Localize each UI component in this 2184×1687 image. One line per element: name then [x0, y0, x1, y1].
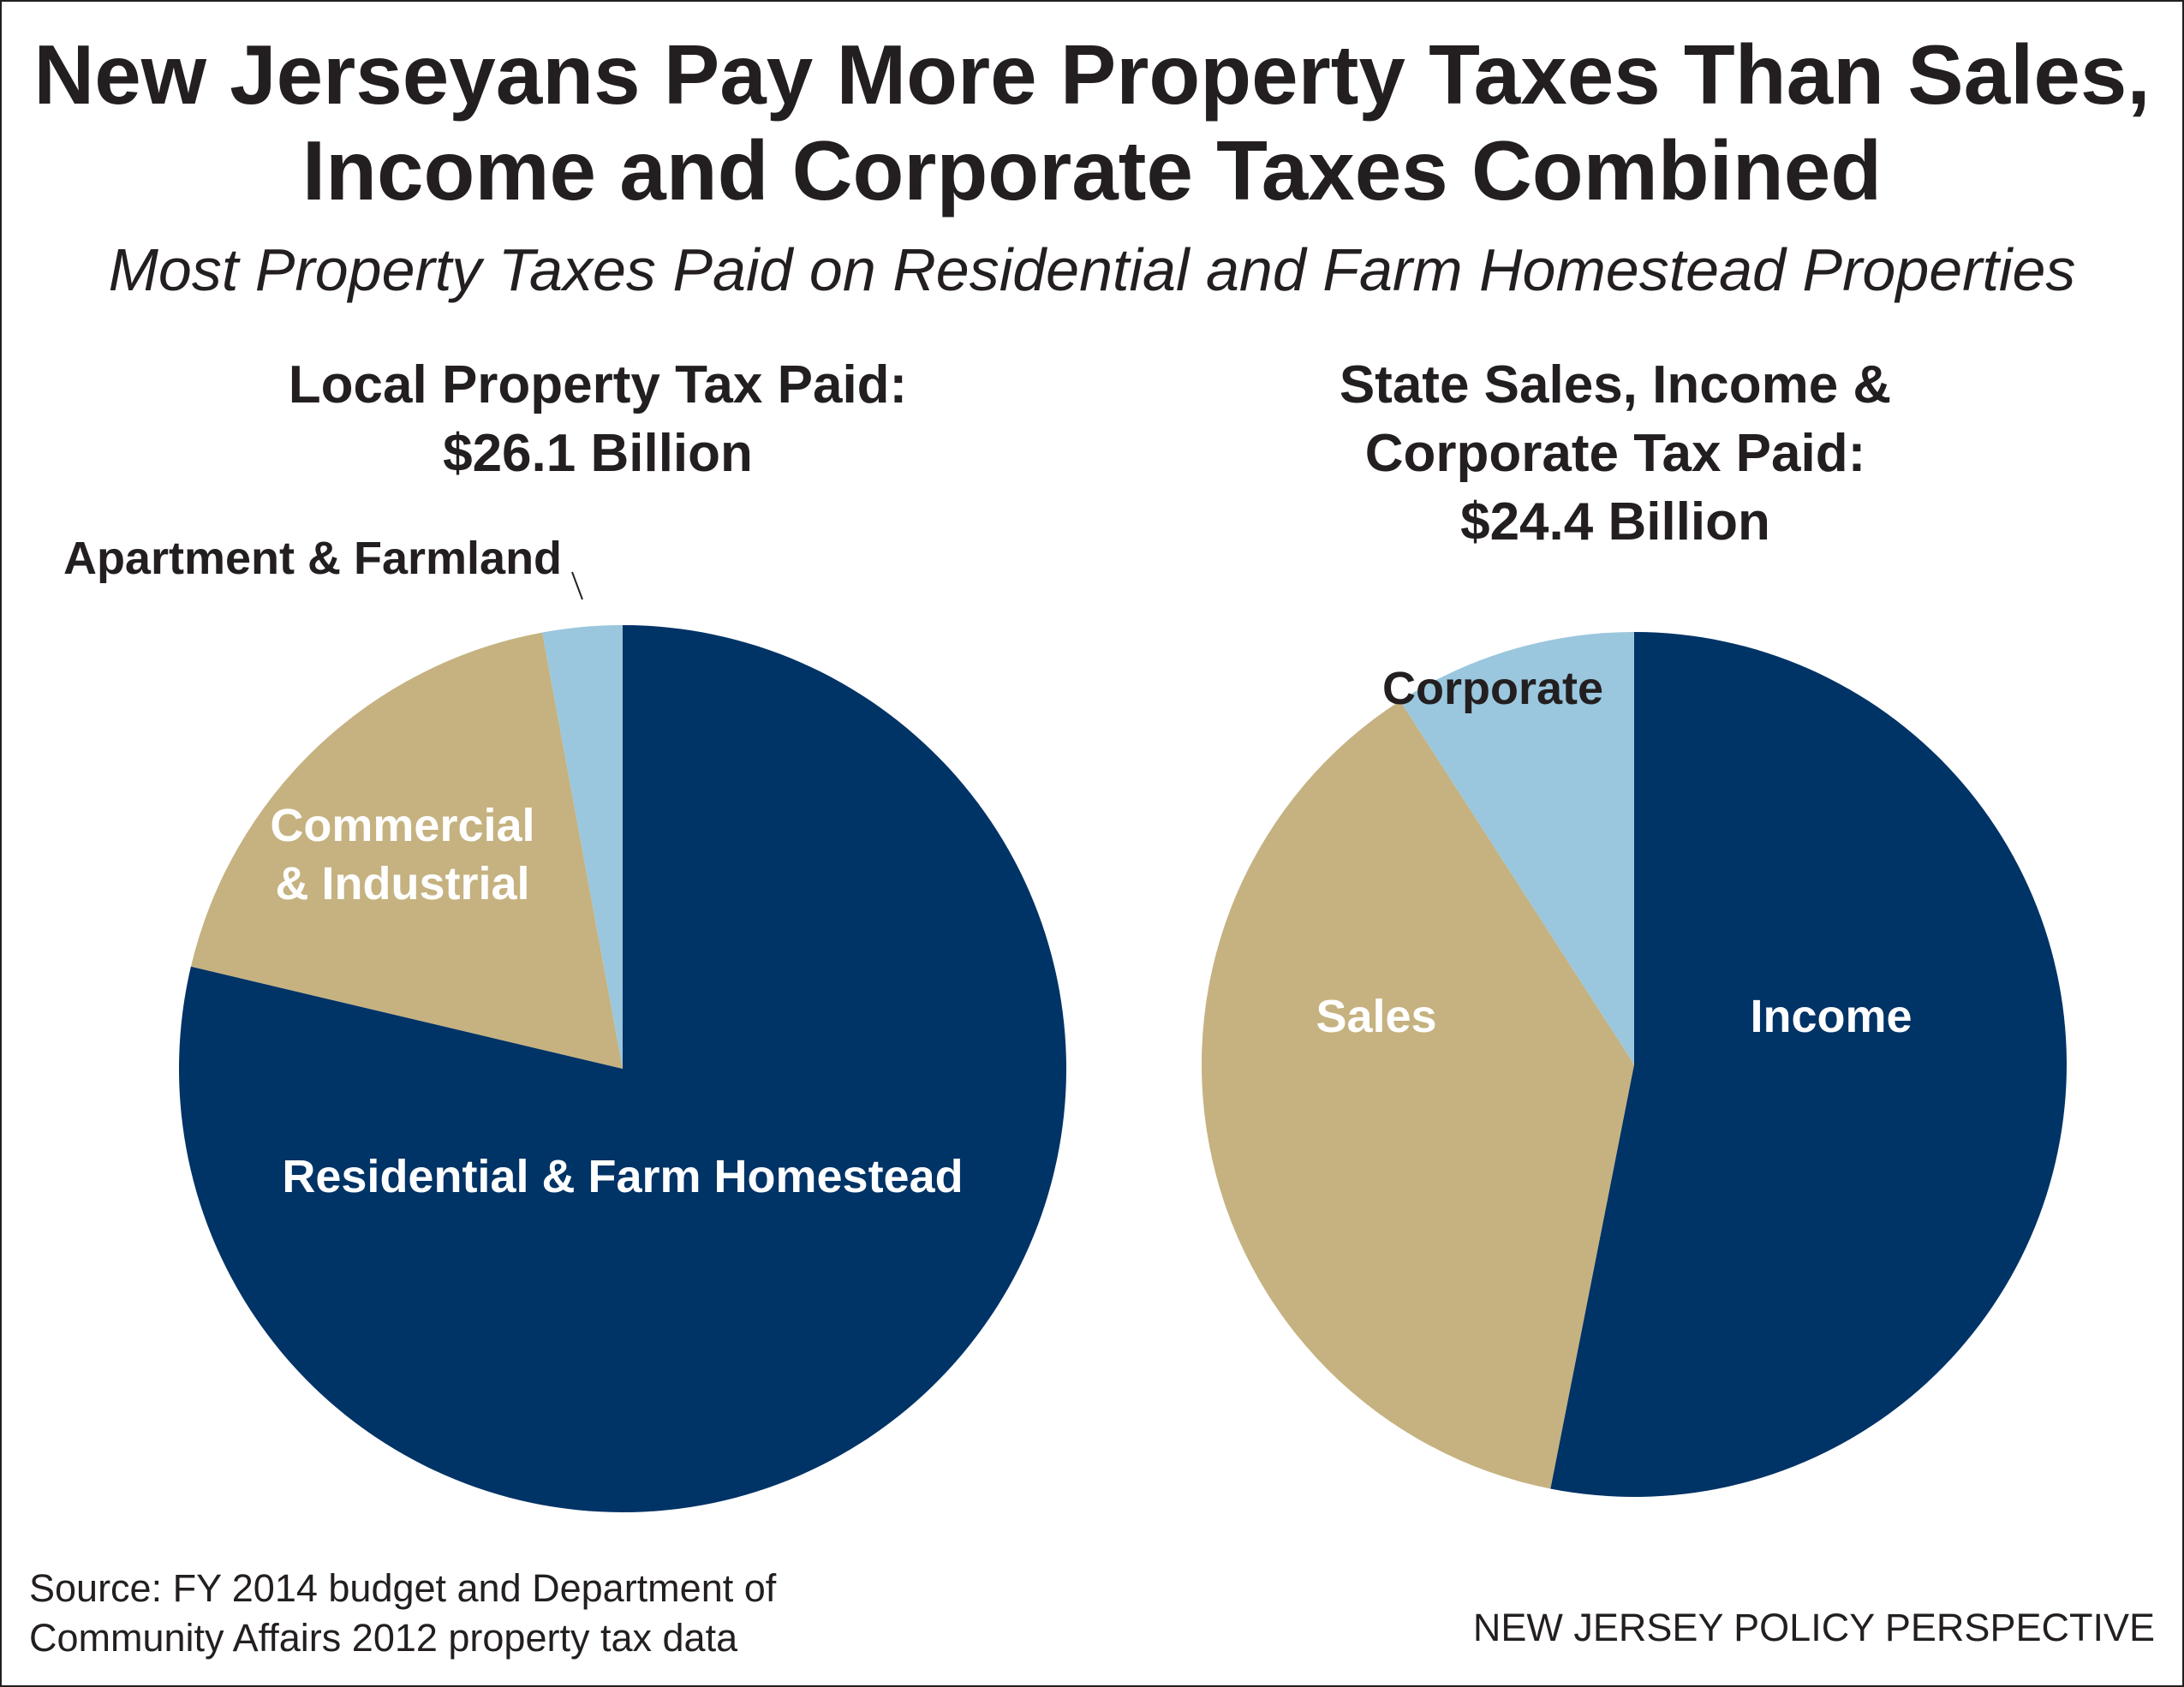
left-pie-label-commercial-and-industrial-line-2: & Industrial	[275, 858, 529, 909]
right-pie: Income Sales Corporate	[1202, 632, 2067, 1497]
left-pie-slice-apartment-and-farmland	[542, 625, 623, 1069]
left-pie-title: Local Property Tax Paid: $26.1 Billion	[127, 351, 1069, 488]
chart-subtitle: Most Property Taxes Paid on Residential …	[108, 236, 2076, 303]
right-pie-title-line-2: Corporate Tax Paid:	[1364, 424, 1866, 483]
chart-title-line-1: New Jerseyans Pay More Property Taxes Th…	[33, 27, 2151, 122]
publisher-credit: NEW JERSEY POLICY PERSPECTIVE	[1472, 1606, 2155, 1649]
left-pie-label-apartment-and-farmland: Apartment & Farmland	[63, 533, 562, 584]
left-pie-title-line-1: Local Property Tax Paid:	[288, 355, 908, 414]
right-pie-slice-sales	[1202, 700, 1634, 1489]
source-note-line-2: Community Affairs 2012 property tax data	[29, 1616, 738, 1660]
left-pie-slice-commercial-and-industrial	[190, 632, 623, 1069]
left-pie: Residential & Farm Homestead Commercial & …	[63, 533, 1066, 1512]
left-pie-label-commercial-and-industrial-line-1: Commercial	[270, 800, 534, 851]
right-pie-title-line-1: State Sales, Income &	[1339, 355, 1892, 414]
left-pie-leader-apartment-and-farmland	[571, 571, 583, 600]
left-pie-label-residential-and-farm-homestead: Residential & Farm Homestead	[282, 1151, 963, 1202]
right-pie-label-sales: Sales	[1316, 991, 1436, 1042]
right-pie-title-line-3: $24.4 Billion	[1460, 492, 1770, 551]
right-pie-slice-corporate	[1399, 632, 1634, 1064]
right-pie-label-corporate: Corporate	[1382, 663, 1603, 714]
left-pie-title-line-2: $26.1 Billion	[443, 424, 753, 483]
source-note-line-1: Source: FY 2014 budget and Department of	[29, 1566, 777, 1610]
right-pie-label-income: Income	[1750, 991, 1912, 1042]
chart-title-line-2: Income and Corporate Taxes Combined	[301, 123, 1883, 218]
right-pie-title: State Sales, Income & Corporate Tax Paid…	[1144, 351, 2086, 557]
right-pie-slice-income	[1550, 632, 2067, 1497]
